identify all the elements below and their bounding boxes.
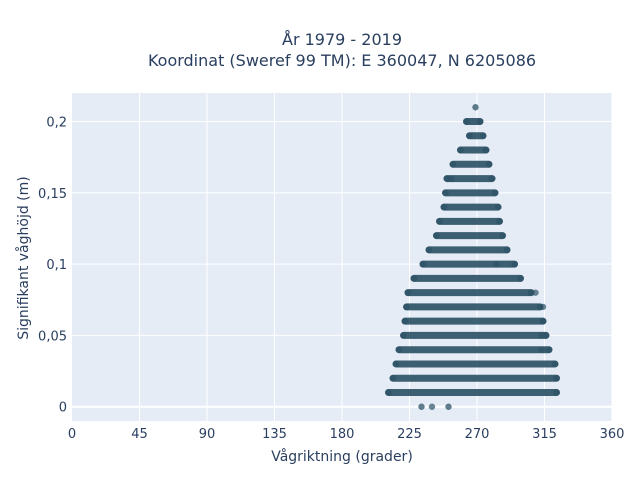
y-axis-title: Signifikant våghöjd (m) [15, 176, 32, 339]
data-point [449, 161, 457, 168]
data-point [395, 346, 403, 353]
data-point [442, 189, 449, 197]
data-point [445, 403, 452, 410]
data-point [448, 175, 455, 182]
data-point [496, 218, 503, 225]
data-point [499, 232, 506, 239]
data-point [542, 332, 550, 339]
data-point [517, 275, 524, 282]
data-point [494, 203, 502, 211]
y-axis-ticks: 0 0,05 0,1 0,15 0,2 [38, 116, 67, 416]
x-axis-title: Vågriktning (grader) [271, 448, 413, 465]
x-tick-label: 225 [397, 427, 422, 442]
y-tick-label: 0,1 [46, 258, 67, 273]
data-point [433, 232, 440, 239]
data-point [385, 389, 392, 396]
data-points [385, 104, 560, 410]
data-point [428, 403, 436, 410]
data-point [527, 289, 535, 296]
x-tick-label: 0 [68, 427, 76, 442]
data-point [538, 332, 545, 339]
chart-title-line-2: Koordinat (Sweref 99 TM): E 360047, N 62… [148, 51, 536, 70]
data-point [511, 260, 518, 268]
data-point [440, 203, 448, 211]
x-tick-label: 90 [199, 427, 216, 442]
data-point [491, 189, 499, 197]
x-axis-ticks: 0 45 90 135 180 225 270 315 360 [68, 427, 625, 442]
data-point [400, 332, 407, 339]
data-point [443, 175, 451, 182]
x-tick-label: 135 [262, 427, 287, 442]
data-point [425, 246, 433, 254]
chart-title-line-1: År 1979 - 2019 [282, 30, 402, 49]
data-point [401, 317, 409, 325]
data-point [538, 346, 545, 353]
data-point [476, 118, 484, 125]
data-point [472, 104, 479, 111]
data-point [392, 360, 400, 368]
data-point [485, 161, 493, 168]
x-tick-label: 315 [532, 427, 557, 442]
y-tick-label: 0,15 [38, 187, 67, 202]
x-tick-label: 45 [131, 427, 148, 442]
y-tick-label: 0,05 [38, 329, 67, 344]
data-point [482, 146, 490, 154]
data-point [479, 132, 487, 140]
x-tick-label: 360 [600, 427, 625, 442]
data-point [419, 260, 427, 268]
data-point [418, 403, 425, 410]
data-point [463, 118, 470, 125]
data-point [457, 146, 464, 154]
data-point [436, 218, 443, 225]
data-point [404, 289, 412, 296]
data-point [551, 360, 559, 368]
data-point [553, 389, 560, 396]
data-point [553, 374, 560, 382]
data-point [532, 289, 539, 296]
x-tick-label: 180 [330, 427, 355, 442]
y-tick-label: 0,2 [46, 116, 67, 131]
data-point [389, 374, 397, 382]
data-point [488, 175, 496, 182]
y-tick-label: 0 [59, 401, 67, 416]
data-point [403, 303, 410, 311]
x-tick-label: 270 [465, 427, 490, 442]
data-point [539, 303, 547, 311]
data-point [503, 246, 511, 254]
data-point [466, 132, 473, 140]
data-point [539, 317, 547, 325]
data-point [545, 346, 553, 353]
data-point [410, 275, 418, 282]
data-point [493, 260, 500, 268]
